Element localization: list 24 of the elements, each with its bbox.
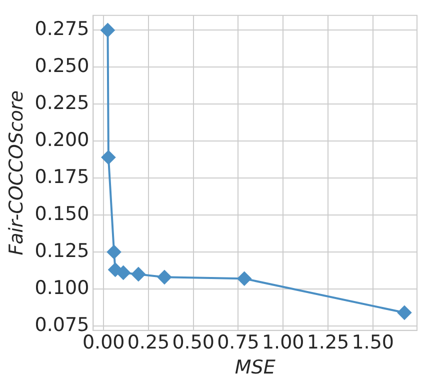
y-axis-title: Fair-COCCOScore — [5, 90, 28, 256]
y-tick-label: 0.100 — [34, 276, 90, 299]
point — [116, 266, 130, 280]
y-tick-label: 0.125 — [34, 240, 90, 262]
point — [157, 270, 172, 284]
point — [237, 272, 252, 286]
y-tick-label: 0.250 — [34, 55, 90, 78]
x-tick-label: 0.75 — [217, 332, 260, 354]
x-tick-label: 1.50 — [352, 332, 394, 354]
y-tick-label: 0.150 — [34, 202, 90, 225]
x-tick-label: 0.25 — [127, 332, 170, 354]
point — [397, 306, 412, 320]
point — [100, 23, 115, 38]
point — [101, 150, 116, 164]
y-tick-label: 0.275 — [34, 18, 90, 40]
x-tick-label: 1.00 — [262, 332, 304, 354]
y-tick-label: 0.175 — [34, 166, 90, 188]
x-axis-title: MSE — [234, 356, 276, 379]
y-tick-label: 0.225 — [34, 92, 90, 114]
point — [131, 267, 146, 282]
x-tick-label: 0.50 — [172, 332, 215, 354]
y-tick-label: 0.200 — [34, 129, 90, 152]
x-tick-label: 1.25 — [306, 332, 350, 354]
point — [107, 245, 122, 260]
